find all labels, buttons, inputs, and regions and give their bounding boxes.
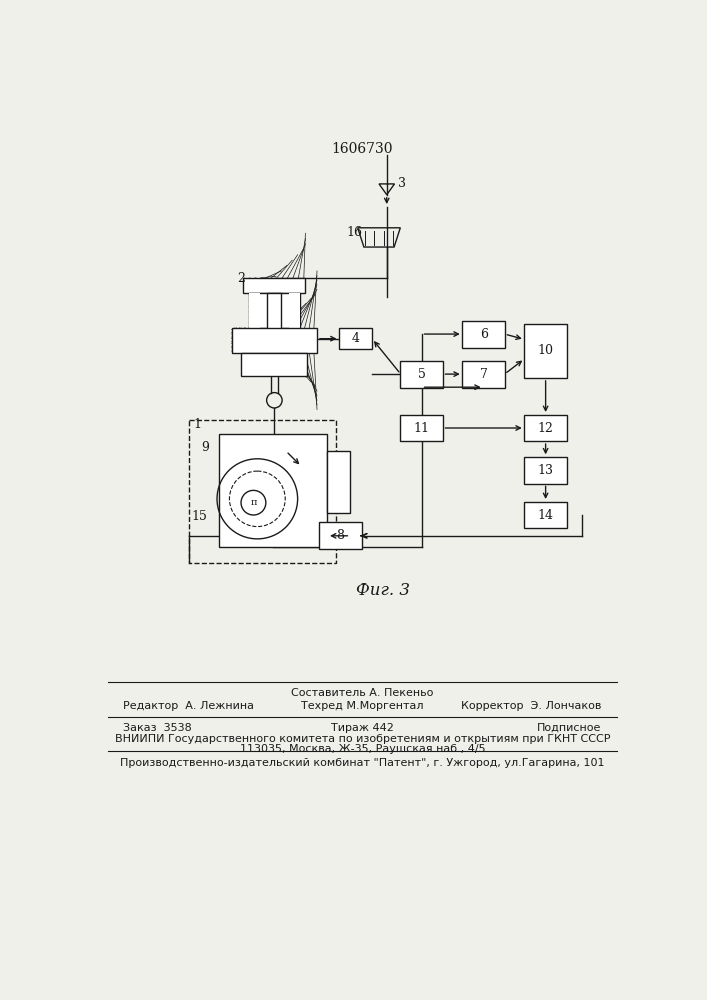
Text: 12: 12 [538,422,554,434]
Bar [462,321,505,348]
Text: Подписное: Подписное [537,723,602,733]
Bar [462,361,505,388]
Bar [243,278,305,293]
Bar [400,415,443,441]
Text: Производственно-издательский комбинат "Патент", г. Ужгород, ул.Гагарина, 101: Производственно-издательский комбинат "П… [120,758,604,768]
Bar [249,293,260,328]
Text: 1606730: 1606730 [332,142,393,156]
Text: 3: 3 [398,177,407,190]
Text: 5: 5 [418,368,426,381]
Text: 113035, Москва, Ж-35, Раушская наб., 4/5: 113035, Москва, Ж-35, Раушская наб., 4/5 [240,744,485,754]
Text: 1: 1 [193,418,201,431]
Text: Заказ  3538: Заказ 3538 [123,723,192,733]
Text: 14: 14 [537,509,554,522]
Text: 13: 13 [537,464,554,477]
Bar [525,457,567,484]
Text: ВНИИПИ Государственного комитета по изобретениям и открытиям при ГКНТ СССР: ВНИИПИ Государственного комитета по изоб… [115,734,610,744]
Text: Составитель А. Пекеньо: Составитель А. Пекеньо [291,688,433,698]
Text: 8: 8 [337,529,344,542]
Bar [525,324,567,378]
Bar [525,415,567,441]
Text: 4: 4 [352,332,360,345]
Bar [525,502,567,528]
Text: 11: 11 [414,422,430,434]
Bar [319,522,361,549]
Text: Фиг. 3: Фиг. 3 [356,582,410,599]
Text: п: п [250,498,257,507]
Bar [288,293,300,328]
Text: Редактор  А. Лежнина: Редактор А. Лежнина [123,701,255,711]
Text: 15: 15 [192,510,207,523]
Bar [249,293,300,328]
Text: 10: 10 [537,344,554,358]
Text: Техред М.Моргентал: Техред М.Моргентал [301,701,423,711]
Bar [400,361,443,388]
Text: Корректор  Э. Лончаков: Корректор Э. Лончаков [461,701,602,711]
Bar [339,328,372,349]
Text: 7: 7 [479,368,488,381]
Bar [327,451,351,513]
Bar [267,293,281,359]
Text: Тираж 442: Тираж 442 [331,723,394,733]
Text: 16: 16 [346,226,363,238]
Bar [189,420,337,563]
Text: 6: 6 [479,328,488,341]
Bar [232,328,317,353]
Text: 9: 9 [201,441,209,454]
Bar [218,434,327,547]
Text: 2: 2 [237,272,245,285]
Bar [241,353,308,376]
